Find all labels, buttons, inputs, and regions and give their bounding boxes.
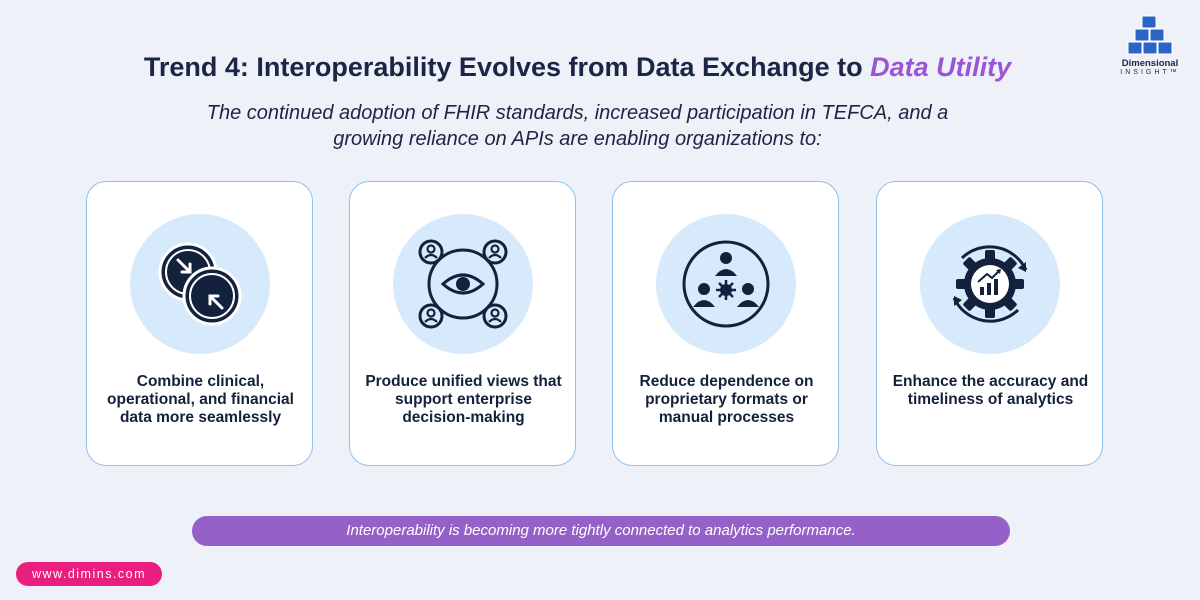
card-combine-data: Combine clinical, operational, and finan… (86, 181, 313, 466)
page-title: Trend 4: Interoperability Evolves from D… (0, 52, 1155, 83)
stacked-cubes-logo (1127, 15, 1173, 55)
title-accent: Data Utility (870, 52, 1012, 82)
card-text: Enhance the accuracy and timeliness of a… (892, 373, 1089, 408)
card-icon-circle (656, 214, 796, 354)
logo-line2: INSIGHT™ (1120, 69, 1180, 76)
card-reduce-dependence: Reduce dependence on proprietary formats… (612, 181, 839, 466)
card-enhance-analytics: Enhance the accuracy and timeliness of a… (876, 181, 1103, 466)
brand-logo: Dimensional INSIGHT™ (1112, 14, 1188, 76)
card-unified-views: Produce unified views that support enter… (349, 181, 576, 466)
eye-network-icon (418, 239, 508, 329)
sync-circles-icon (158, 242, 242, 326)
card-icon-circle (130, 214, 270, 354)
card-text: Produce unified views that support enter… (365, 373, 562, 426)
card-text: Reduce dependence on proprietary formats… (639, 373, 814, 426)
page-subtitle: The continued adoption of FHIR standards… (206, 102, 949, 150)
card-icon-circle (393, 214, 533, 354)
gear-analytics-icon (952, 245, 1028, 323)
card-icon-circle (920, 214, 1060, 354)
website-link[interactable]: www.dimins.com (16, 562, 162, 586)
people-gear-icon (682, 240, 770, 328)
logo-line1: Dimensional (1121, 58, 1179, 69)
summary-banner: Interoperability is becoming more tightl… (192, 516, 1010, 546)
card-text: Combine clinical, operational, and finan… (107, 373, 294, 426)
title-main: Trend 4: Interoperability Evolves from D… (143, 52, 871, 82)
